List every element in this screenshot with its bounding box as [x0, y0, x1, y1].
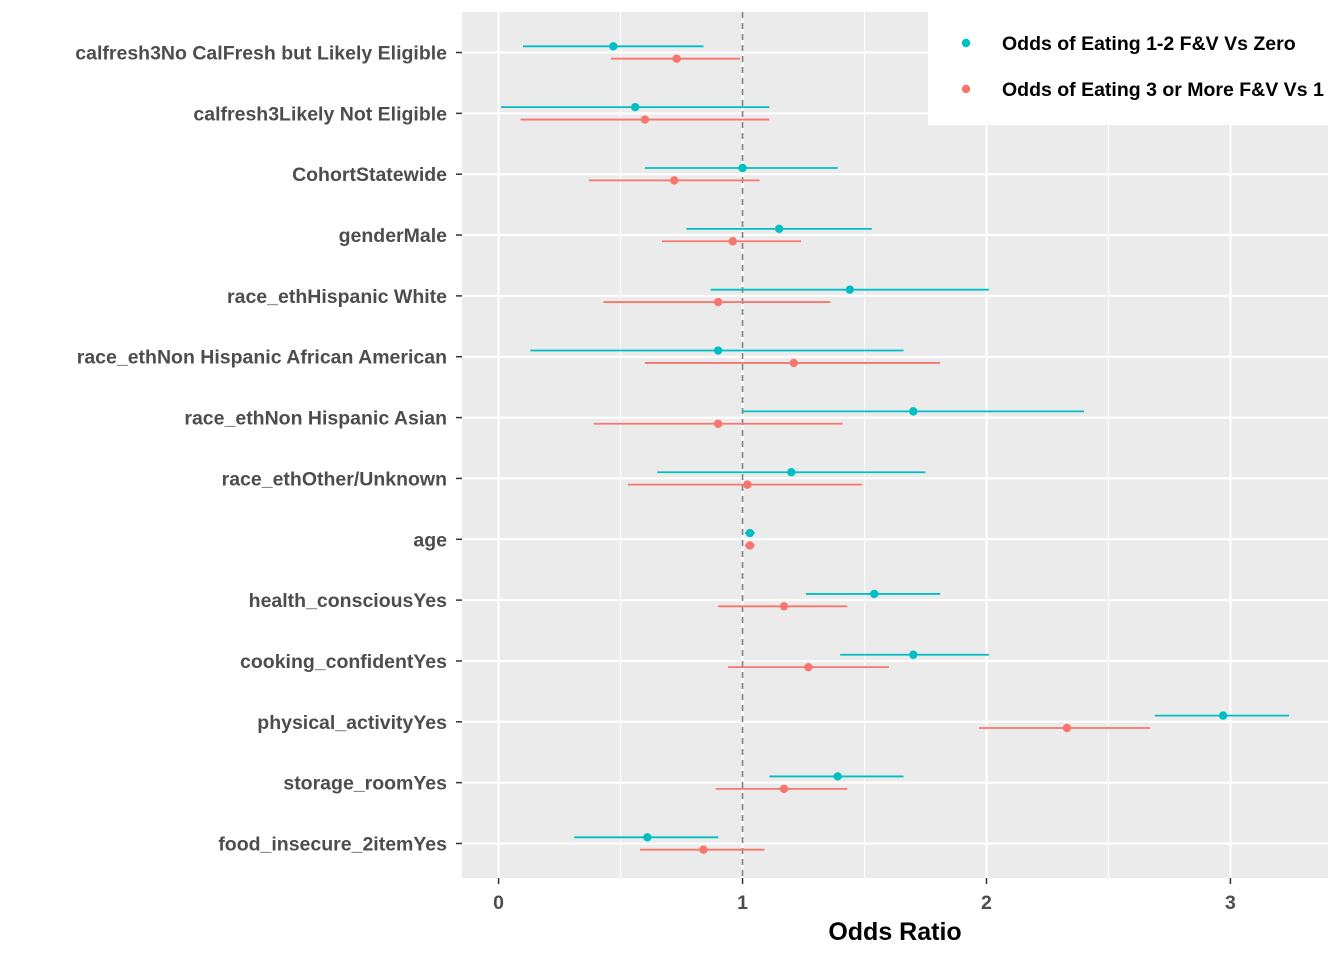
y-tick-label: cooking_confidentYes [240, 651, 447, 673]
y-tick-label: race_ethOther/Unknown [222, 468, 447, 490]
estimate-point [774, 224, 784, 234]
legend-label: Odds of Eating 1-2 F&V Vs Zero [1002, 33, 1296, 55]
y-tick-label: race_ethNon Hispanic Asian [184, 408, 447, 430]
estimate-point [728, 237, 737, 246]
y-tick-label: CohortStatewide [292, 164, 447, 186]
estimate-point [713, 419, 723, 428]
estimate-point [643, 833, 652, 842]
estimate-point [672, 54, 681, 63]
y-tick-label: age [413, 529, 447, 551]
y-tick-label: race_ethHispanic White [227, 286, 447, 308]
estimate-point [745, 528, 755, 538]
y-axis: calfresh3No CalFresh but Likely Eligible… [75, 43, 462, 856]
legend-label: Odds of Eating 3 or More F&V Vs 1 [1002, 79, 1324, 101]
estimate-point [779, 784, 789, 794]
estimate-point [743, 480, 752, 489]
estimate-point [1062, 723, 1072, 733]
estimate-point [738, 163, 747, 173]
grid-minor [620, 12, 1109, 878]
estimate-point [845, 285, 855, 294]
legend-box [928, 12, 1344, 125]
estimate-point [670, 176, 679, 185]
point-estimates [609, 42, 1228, 854]
estimate-point [713, 297, 723, 307]
estimate-point [909, 650, 918, 659]
estimate-point [713, 346, 723, 355]
estimate-point [870, 589, 879, 599]
estimate-point [779, 602, 789, 611]
x-tick-label: 1 [737, 892, 748, 914]
y-tick-label: calfresh3No CalFresh but Likely Eligible [75, 43, 447, 65]
x-tick-label: 0 [493, 892, 504, 914]
estimate-point [833, 772, 842, 781]
plot-panel [462, 12, 1328, 878]
estimate-point [631, 102, 640, 112]
x-axis-title: Odds Ratio [828, 918, 961, 946]
estimate-point [640, 115, 650, 124]
estimate-point [787, 468, 796, 477]
legend-key [961, 38, 971, 48]
estimate-point [1218, 711, 1228, 720]
grid-major [462, 12, 1328, 878]
x-tick-label: 3 [1225, 892, 1236, 914]
estimate-point [745, 541, 755, 550]
x-axis: 0 1 2 3 [493, 878, 1236, 914]
legend-key [961, 84, 971, 94]
y-tick-label: race_ethNon Hispanic African American [77, 347, 447, 369]
y-tick-label: calfresh3Likely Not Eligible [193, 103, 447, 125]
estimate-point [804, 662, 813, 672]
y-tick-label: health_consciousYes [249, 590, 447, 612]
estimate-point [909, 407, 918, 416]
y-tick-label: food_insecure_2itemYes [218, 834, 447, 856]
y-tick-label: storage_roomYes [283, 773, 447, 795]
x-tick-label: 2 [981, 892, 992, 914]
legend: Odds of Eating 1-2 F&V Vs Zero Odds of Ea… [928, 12, 1344, 125]
y-tick-label: genderMale [339, 225, 448, 247]
y-tick-label: physical_activityYes [257, 712, 447, 734]
estimate-point [699, 845, 708, 854]
estimate-point [609, 42, 618, 51]
estimate-point [789, 358, 798, 368]
